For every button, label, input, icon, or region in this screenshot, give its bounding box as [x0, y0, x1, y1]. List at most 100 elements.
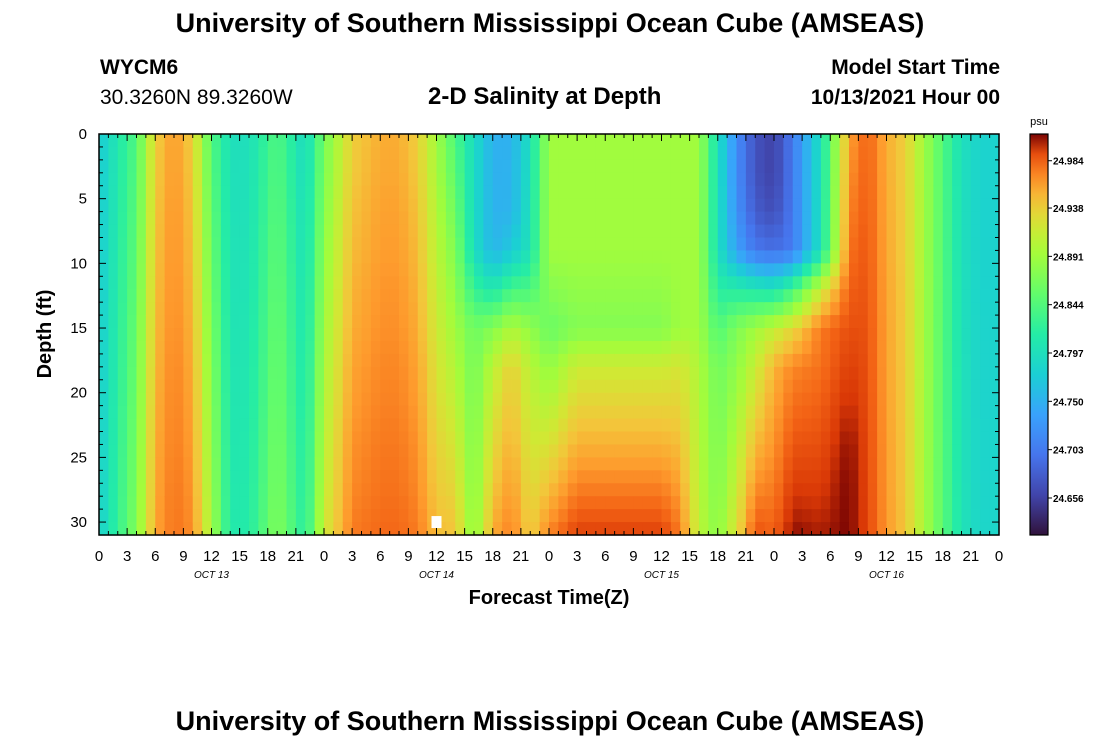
- heatmap-cell: [389, 159, 400, 174]
- heatmap-cell: [305, 289, 316, 303]
- heatmap-cell: [567, 405, 578, 420]
- heatmap-cell: [455, 392, 466, 407]
- heatmap-cell: [220, 483, 231, 497]
- heatmap-cell: [689, 172, 700, 187]
- heatmap-cell: [192, 444, 203, 458]
- heatmap-cell: [408, 263, 419, 277]
- heatmap-cell: [933, 172, 944, 187]
- heatmap-cell: [820, 379, 831, 394]
- heatmap-cell: [699, 146, 709, 161]
- heatmap-cell: [230, 457, 241, 471]
- heatmap-cell: [699, 211, 709, 226]
- heatmap-cell: [933, 315, 944, 329]
- heatmap-cell: [727, 185, 738, 200]
- heatmap-cell: [933, 185, 944, 200]
- heatmap-cell: [352, 418, 363, 433]
- heatmap-cell: [802, 496, 813, 510]
- heatmap-cell: [745, 237, 756, 252]
- heatmap-cell: [802, 134, 813, 148]
- heatmap-cell: [408, 522, 419, 536]
- heatmap-cell: [652, 211, 663, 226]
- heatmap-cell: [877, 470, 888, 484]
- heatmap-cell: [867, 224, 878, 239]
- heatmap-cell: [352, 198, 363, 213]
- heatmap-cell: [858, 146, 869, 161]
- heatmap-cell: [370, 444, 381, 458]
- heatmap-cell: [755, 470, 766, 484]
- heatmap-cell: [577, 509, 588, 523]
- station-coordinates: 30.3260N 89.3260W: [100, 86, 293, 109]
- heatmap-cell: [642, 185, 653, 200]
- heatmap-cell: [464, 457, 475, 471]
- heatmap-cell: [249, 431, 259, 446]
- heatmap-cell: [324, 315, 334, 329]
- heatmap-cell: [324, 340, 334, 355]
- heatmap-cell: [380, 185, 391, 200]
- heatmap-cell: [174, 224, 184, 239]
- heatmap-cell: [624, 185, 634, 200]
- heatmap-cell: [980, 392, 991, 407]
- heatmap-cell: [830, 315, 841, 329]
- y-tick-label: 0: [79, 126, 87, 143]
- heatmap-cell: [361, 134, 372, 148]
- heatmap-cell: [192, 302, 203, 316]
- heatmap-cell: [530, 379, 541, 394]
- heatmap-cell: [839, 457, 850, 471]
- heatmap-cell: [183, 172, 194, 187]
- heatmap-cell: [474, 224, 484, 239]
- heatmap-cell: [811, 185, 822, 200]
- heatmap-cell: [445, 289, 456, 303]
- heatmap-cell: [230, 289, 241, 303]
- heatmap-cell: [145, 263, 156, 277]
- heatmap-cell: [295, 366, 306, 381]
- heatmap-cell: [267, 353, 278, 368]
- heatmap-cell: [605, 418, 616, 433]
- heatmap-cell: [886, 315, 897, 329]
- heatmap-cell: [502, 185, 513, 200]
- heatmap-cell: [202, 340, 213, 355]
- heatmap-cell: [361, 263, 372, 277]
- heatmap-cell: [849, 198, 859, 213]
- heatmap-cell: [877, 509, 888, 523]
- heatmap-cell: [539, 522, 550, 536]
- heatmap-cell: [108, 185, 119, 200]
- heatmap-cell: [905, 470, 916, 484]
- heatmap-cell: [408, 444, 419, 458]
- heatmap-cell: [886, 496, 897, 510]
- heatmap-cell: [745, 224, 756, 239]
- heatmap-cell: [145, 328, 156, 342]
- heatmap-cell: [549, 379, 559, 394]
- heatmap-cell: [99, 457, 109, 471]
- heatmap-cell: [849, 276, 859, 290]
- heatmap-cell: [661, 340, 672, 355]
- heatmap-cell: [342, 250, 353, 264]
- heatmap-cell: [474, 470, 484, 484]
- heatmap-cell: [295, 237, 306, 252]
- heatmap-cell: [689, 185, 700, 200]
- heatmap-cell: [183, 315, 194, 329]
- heatmap-cell: [174, 444, 184, 458]
- heatmap-cell: [399, 134, 409, 148]
- heatmap-cell: [577, 185, 588, 200]
- heatmap-cell: [211, 353, 222, 368]
- heatmap-cell: [408, 289, 419, 303]
- heatmap-cell: [661, 470, 672, 484]
- heatmap-cell: [980, 418, 991, 433]
- heatmap-cell: [549, 302, 559, 316]
- heatmap-cell: [483, 496, 494, 510]
- heatmap-cell: [670, 315, 681, 329]
- heatmap-cell: [717, 302, 728, 316]
- heatmap-cell: [502, 328, 513, 342]
- heatmap-cell: [483, 340, 494, 355]
- heatmap-cell: [699, 379, 709, 394]
- heatmap-cell: [530, 457, 541, 471]
- heatmap-cell: [670, 496, 681, 510]
- heatmap-cell: [586, 431, 597, 446]
- heatmap-cell: [492, 172, 503, 187]
- heatmap-cell: [436, 276, 447, 290]
- heatmap-cell: [361, 483, 372, 497]
- heatmap-cell: [839, 522, 850, 536]
- heatmap-cell: [455, 444, 466, 458]
- x-axis-label: Forecast Time(Z): [469, 587, 630, 609]
